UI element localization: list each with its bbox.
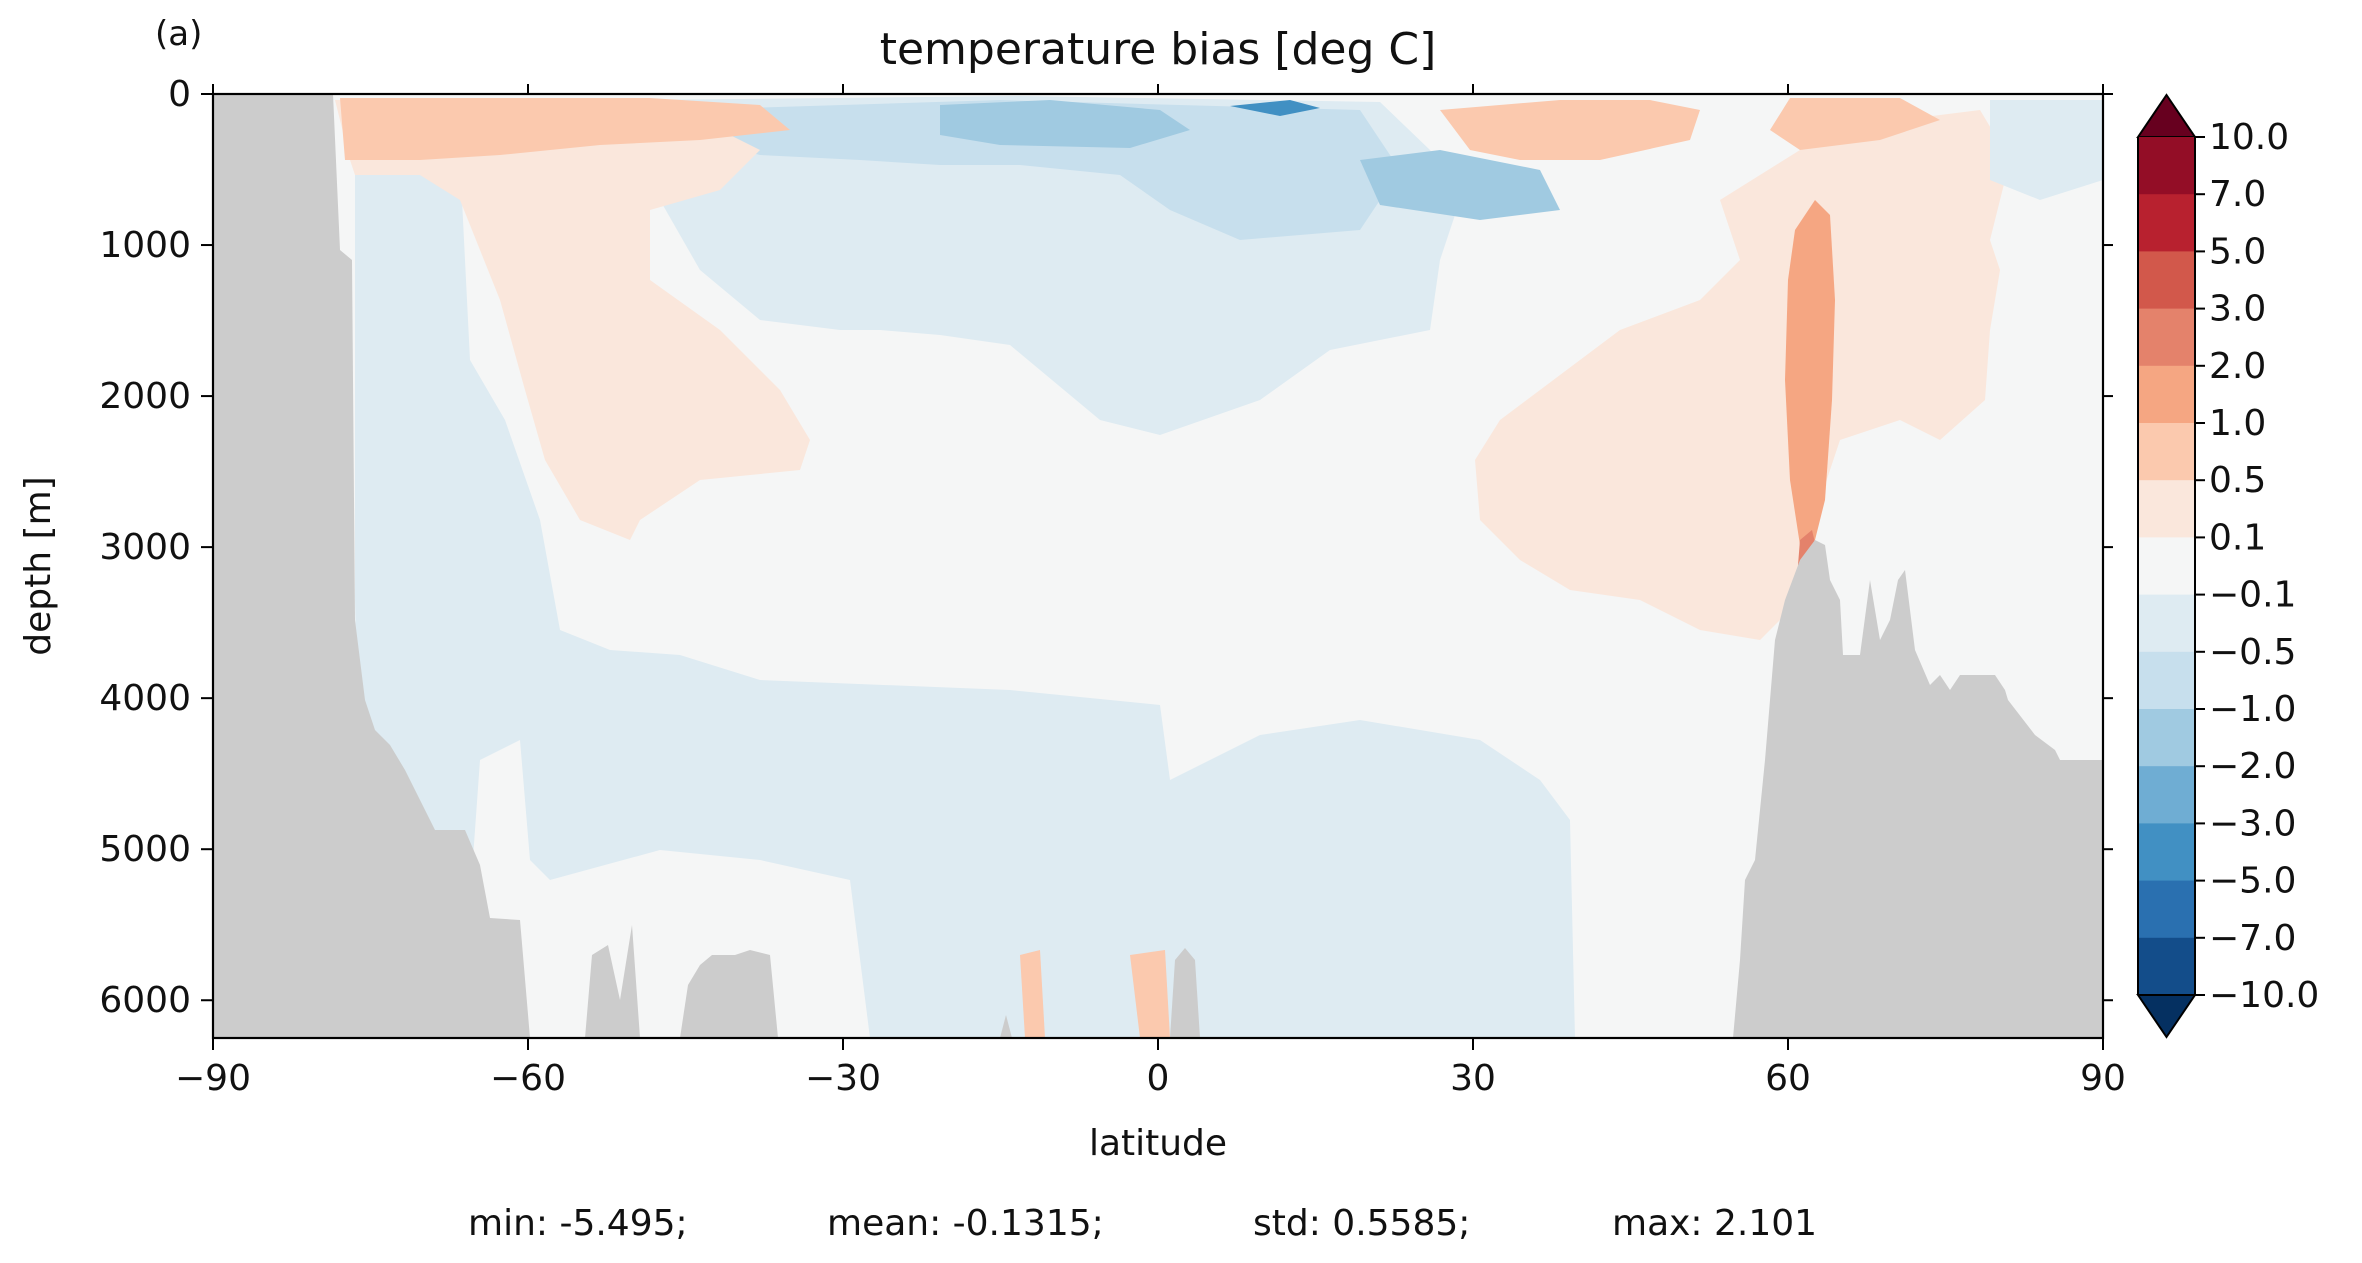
plot-area xyxy=(213,94,2103,1038)
colorbar-label: 0.1 xyxy=(2209,517,2266,558)
x-tick-label: 0 xyxy=(1147,1058,1170,1099)
colorbar-segment xyxy=(2138,480,2195,538)
colorbar-label: −2.0 xyxy=(2209,746,2296,787)
chart-title: temperature bias [deg C] xyxy=(880,24,1437,75)
statistics-line: min: -5.495; mean: -0.1315; std: 0.5585;… xyxy=(468,1203,1817,1244)
colorbar-segment xyxy=(2138,423,2195,481)
colorbar-label: 2.0 xyxy=(2209,346,2266,387)
bias-region-deep-cool xyxy=(355,160,1575,1038)
colorbar-label: −10.0 xyxy=(2209,975,2319,1016)
bias-region-subpolar-warm-core xyxy=(1785,200,1835,545)
colorbar-segment xyxy=(2138,308,2195,367)
bias-region-southern-warm xyxy=(335,98,810,540)
colorbar-segment xyxy=(2138,537,2195,596)
bias-region-upper-cool-center xyxy=(940,100,1190,148)
colorbar-outline xyxy=(2137,137,2196,995)
colorbar-label: 3.0 xyxy=(2209,289,2266,330)
x-axis: −90 −60 −30 0 30 60 90 xyxy=(175,84,2126,1099)
colorbar-label: 10.0 xyxy=(2209,117,2289,158)
colorbar-label: −0.5 xyxy=(2209,632,2296,673)
land-mask-ridge-b xyxy=(680,950,778,1038)
colorbar-label: 7.0 xyxy=(2209,174,2266,215)
y-tick-label: 6000 xyxy=(99,980,191,1021)
colorbar-extend-max xyxy=(2136,93,2197,138)
colorbar-label: −0.1 xyxy=(2209,575,2296,616)
y-tick-label: 3000 xyxy=(99,527,191,568)
colorbar-label: −1.0 xyxy=(2209,689,2296,730)
y-tick-label: 1000 xyxy=(99,225,191,266)
y-tick-label: 4000 xyxy=(99,678,191,719)
colorbar-segment xyxy=(2138,709,2195,767)
bias-region-arctic-warm xyxy=(1770,98,1940,150)
bias-region-northern-surface-warm xyxy=(1440,100,1700,160)
colorbar-segment xyxy=(2138,880,2195,939)
x-tick-label: 90 xyxy=(2080,1058,2126,1099)
stat-mean: mean: -0.1315; xyxy=(827,1203,1104,1244)
colorbar-label: 0.5 xyxy=(2209,460,2266,501)
x-tick-label: −60 xyxy=(490,1058,566,1099)
bias-region-equator-cold xyxy=(1230,100,1320,116)
y-tick-label: 5000 xyxy=(99,829,191,870)
bias-region-northern-warm xyxy=(1475,110,2010,640)
x-tick-label: 60 xyxy=(1765,1058,1811,1099)
bias-region-arctic-cool xyxy=(1990,100,2103,200)
colorbar-segment xyxy=(2138,594,2195,653)
colorbar-segment xyxy=(2138,251,2195,310)
colorbar-segment xyxy=(2138,823,2195,882)
land-mask-ridge-c xyxy=(1000,1015,1012,1038)
y-axis-label: depth [m] xyxy=(18,476,59,655)
x-tick-label: −90 xyxy=(175,1058,251,1099)
bias-region-abyssal-warm-b xyxy=(1130,950,1170,1038)
bias-region-thermocline-cool xyxy=(1360,150,1560,220)
colorbar-segment xyxy=(2138,365,2195,424)
y-tick-label: 2000 xyxy=(99,376,191,417)
colorbar-label: 1.0 xyxy=(2209,403,2266,444)
land-mask-ridge-a xyxy=(585,925,640,1038)
land-mask-antarctic xyxy=(213,94,530,1038)
x-tick-label: 30 xyxy=(1450,1058,1496,1099)
stat-min: min: -5.495; xyxy=(468,1203,688,1244)
colorbar-label: −7.0 xyxy=(2209,918,2296,959)
x-axis-label: latitude xyxy=(1089,1123,1227,1164)
y-tick-label: 0 xyxy=(168,74,191,115)
stat-std: std: 0.5585; xyxy=(1253,1203,1470,1244)
colorbar-label: −5.0 xyxy=(2209,861,2296,902)
colorbar: 10.0 7.0 5.0 3.0 2.0 1.0 0.5 0.1 −0.1 −0.5 −1.0 −2.… xyxy=(2136,93,2319,1039)
colorbar-segment xyxy=(2138,194,2195,252)
y-axis: 0 1000 2000 3000 4000 5000 6000 xyxy=(99,74,2113,1021)
colorbar-segment xyxy=(2138,137,2195,195)
bias-region-upper-cool-core xyxy=(680,100,1400,240)
bias-region-southern-warm-surface xyxy=(340,98,790,160)
land-mask-northern xyxy=(1733,540,2103,1038)
colorbar-segment xyxy=(2138,766,2195,824)
colorbar-segment xyxy=(2138,651,2195,710)
stat-max: max: 2.101 xyxy=(1612,1203,1817,1244)
panel-label: (a) xyxy=(155,14,202,54)
bias-region-abyssal-warm-a xyxy=(1020,950,1045,1038)
colorbar-label: −3.0 xyxy=(2209,803,2296,844)
colorbar-segment xyxy=(2138,937,2195,996)
land-mask-ridge-d xyxy=(1170,948,1200,1038)
colorbar-extend-min xyxy=(2136,994,2197,1039)
x-tick-label: −30 xyxy=(805,1058,881,1099)
colorbar-label: 5.0 xyxy=(2209,231,2266,272)
